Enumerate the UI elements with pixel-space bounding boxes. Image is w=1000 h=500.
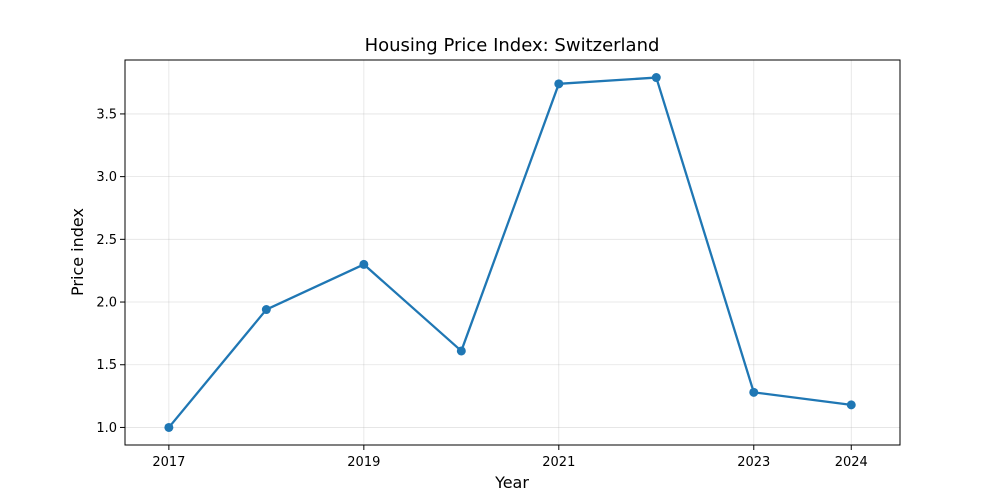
x-tick-label: 2019 [347,455,380,470]
data-point [359,259,369,269]
data-point [164,422,174,432]
series-line [167,76,852,429]
x-tick-label: 2024 [835,455,868,470]
x-tick-label: 2021 [542,455,575,470]
y-axis: 1.0 1.5 2.0 2.5 3.0 3.5 [96,107,125,436]
plot-frame [124,59,901,446]
y-axis-label: Price index [68,208,87,296]
data-point [749,387,759,397]
data-point [456,346,466,356]
plot-area [164,73,856,432]
y-tick-label: 1.0 [96,421,117,436]
data-point [846,400,856,410]
y-tick-label: 2.0 [96,296,117,311]
y-tick-label: 2.5 [96,233,117,248]
y-tick-label: 3.5 [96,107,117,122]
data-point [554,79,564,89]
chart-title: Housing Price Index: Switzerland [365,35,660,56]
data-point [651,73,661,83]
x-tick-label: 2017 [152,455,185,470]
y-tick-label: 1.5 [96,358,117,373]
y-tick-label: 3.0 [96,170,117,185]
data-point [261,305,271,315]
grid [125,60,900,445]
x-axis: 2017 2019 2021 2023 2024 [152,445,868,470]
x-tick-label: 2023 [737,455,770,470]
x-axis-label: Year [494,473,529,492]
